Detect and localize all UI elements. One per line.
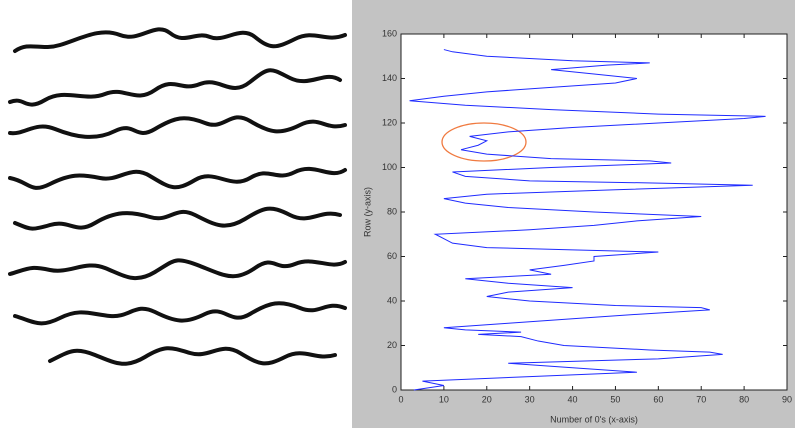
manuscript-image: [8, 27, 347, 366]
y-tick-label: 40: [387, 295, 397, 305]
x-tick-label: 0: [398, 394, 403, 404]
y-tick-label: 80: [387, 206, 397, 216]
y-tick-label: 0: [392, 384, 397, 394]
x-tick-label: 20: [482, 394, 492, 404]
y-tick-label: 120: [382, 117, 397, 127]
x-tick-label: 80: [739, 394, 749, 404]
x-tick-label: 60: [653, 394, 663, 404]
annotation-ellipse: [441, 122, 527, 162]
x-tick-label: 10: [439, 394, 449, 404]
y-tick-label: 60: [387, 251, 397, 261]
profile-line: [409, 49, 766, 391]
x-axis-label: Number of 0's (x-axis): [550, 414, 638, 424]
x-tick-label: 40: [568, 394, 578, 404]
x-tick-label: 70: [696, 394, 706, 404]
y-tick-label: 20: [387, 340, 397, 350]
y-tick-label: 100: [382, 162, 397, 172]
y-tick-label: 140: [382, 73, 397, 83]
y-axis-label: Row (y-axis): [362, 187, 372, 237]
x-tick-label: 30: [525, 394, 535, 404]
x-tick-label: 50: [610, 394, 620, 404]
x-tick-label: 90: [782, 394, 792, 404]
y-tick-label: 160: [382, 28, 397, 38]
